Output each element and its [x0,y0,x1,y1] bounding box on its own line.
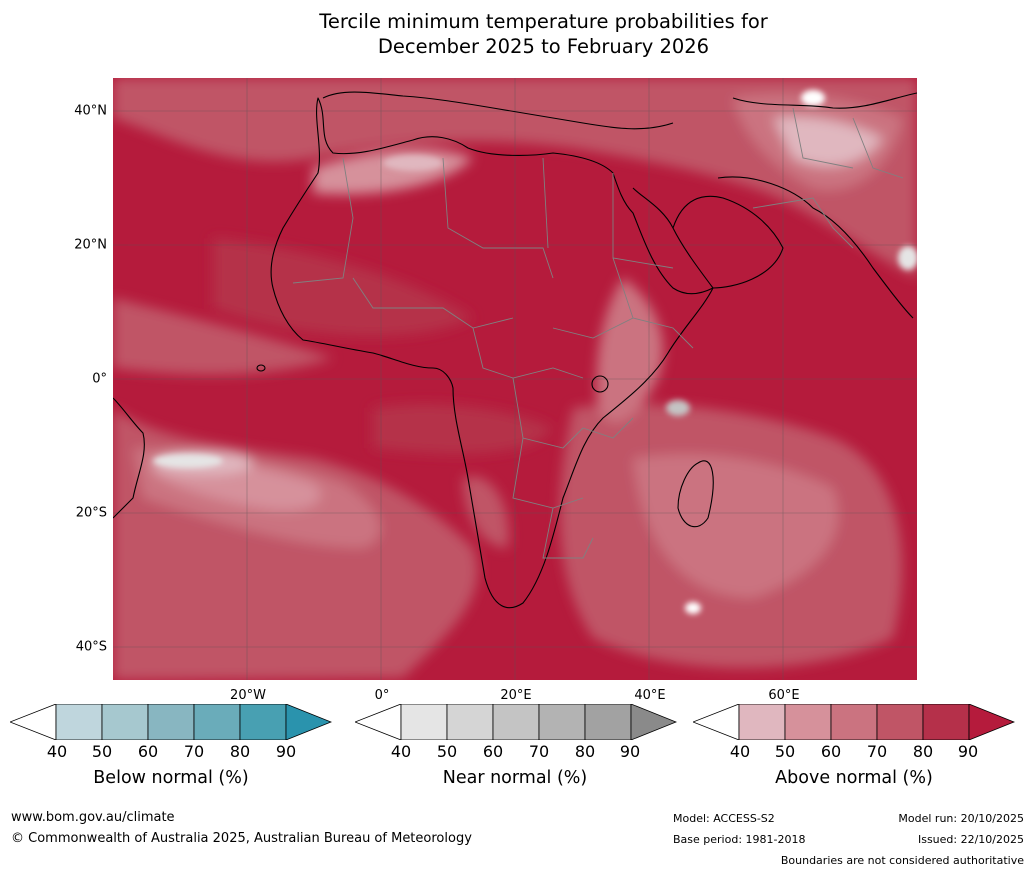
colorbar-below-segment-3 [147,704,195,740]
lon-label-20w: 20°W [230,688,266,703]
colorbar-near-normal [355,704,677,740]
colorbar-below-segment-0 [10,704,57,740]
probability-fields [113,78,917,680]
tick-below-60: 60 [137,742,159,761]
tick-near-60: 60 [482,742,504,761]
probability-map [112,78,918,680]
title-line-1: Tercile minimum temperature probabilitie… [319,10,768,33]
colorbar-below-segment-6 [285,704,332,740]
tick-below-90: 90 [275,742,297,761]
lon-label-20e: 20°E [500,688,532,703]
colorbar-below-segment-5 [239,704,287,740]
probability-highlights [153,90,918,614]
tick-near-90: 90 [619,742,641,761]
tick-above-40: 40 [729,742,751,761]
lat-label-20s: 20°S [75,505,107,521]
footer-base-period: Base period: 1981-2018 [673,833,806,846]
footer-copyright: © Commonwealth of Australia 2025, Austra… [11,831,472,846]
lat-label-20n: 20°N [74,237,107,253]
colorbar-below-normal [10,704,332,740]
colorbar-near-svg [355,704,677,740]
colorbar-near-segment-3 [492,704,540,740]
lat-label-0: 0° [92,371,107,387]
footer-model-run: Model run: 20/10/2025 [898,812,1024,825]
lon-label-60e: 60°E [768,688,800,703]
colorbar-above-segment-0 [693,704,740,740]
lat-label-40s: 40°S [75,639,107,655]
tick-above-70: 70 [866,742,888,761]
colorbar-above-segment-2 [784,704,832,740]
colorbar-near-segment-6 [630,704,677,740]
lat-label-40n: 40°N [74,103,107,119]
map-svg [112,78,918,680]
colorbar-below-segment-4 [193,704,241,740]
colorbar-near-segment-2 [446,704,494,740]
tick-below-40: 40 [46,742,68,761]
colorbar-above-segment-4 [876,704,924,740]
colorbar-above-segment-3 [830,704,878,740]
colorbar-near-segment-4 [538,704,586,740]
tick-below-80: 80 [229,742,251,761]
coastlines [112,91,918,609]
colorbar-above-svg [693,704,1015,740]
near-normal-label: Near normal (%) [442,768,588,788]
footer-issued: Issued: 22/10/2025 [917,833,1024,846]
colorbar-above-segment-1 [738,704,786,740]
above-normal-label: Above normal (%) [775,768,933,788]
lon-label-40e: 40°E [634,688,666,703]
tick-near-40: 40 [390,742,412,761]
graticule [113,78,917,680]
colorbar-below-segment-1 [55,704,103,740]
colorbar-near-segment-5 [584,704,632,740]
footer-model: Model: ACCESS-S2 [673,812,775,825]
country-boundaries [292,107,904,559]
colorbar-above-normal [693,704,1015,740]
below-normal-label: Below normal (%) [93,768,249,788]
colorbar-near-segment-0 [355,704,402,740]
tick-near-80: 80 [574,742,596,761]
footer-url: www.bom.gov.au/climate [11,810,175,825]
tick-near-70: 70 [528,742,550,761]
tick-above-90: 90 [957,742,979,761]
footer-disclaimer: Boundaries are not considered authoritat… [780,854,1024,867]
colorbar-above-segment-5 [922,704,970,740]
colorbar-near-segment-1 [400,704,448,740]
tick-below-50: 50 [91,742,113,761]
colorbar-above-segment-6 [968,704,1015,740]
tick-above-50: 50 [774,742,796,761]
tick-near-50: 50 [436,742,458,761]
tick-above-80: 80 [912,742,934,761]
lon-label-0: 0° [374,688,390,703]
tick-below-70: 70 [183,742,205,761]
title-line-2: December 2025 to February 2026 [377,35,710,58]
colorbar-below-svg [10,704,332,740]
colorbar-below-segment-2 [101,704,149,740]
map-title: Tercile minimum temperature probabilitie… [0,9,1035,59]
tick-above-60: 60 [820,742,842,761]
